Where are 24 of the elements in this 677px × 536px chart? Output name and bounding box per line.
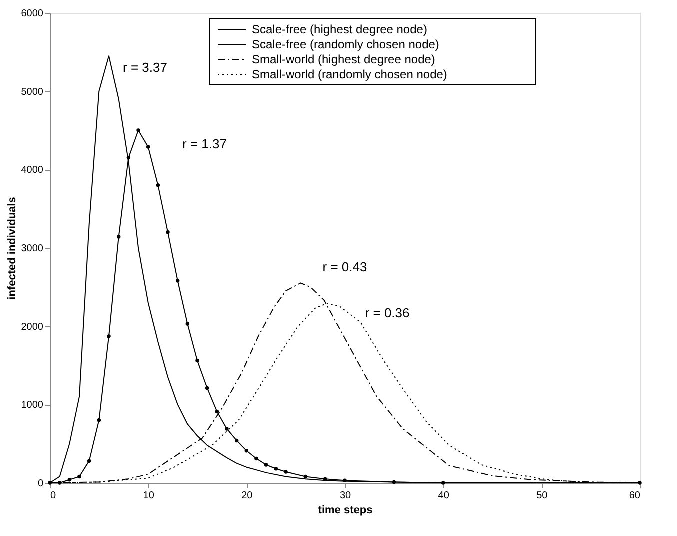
- x-tick-label: 40: [438, 490, 450, 502]
- x-tick-label: 50: [536, 490, 548, 502]
- y-tick-label: 5000: [21, 86, 44, 98]
- y-tick-label: 4000: [21, 165, 44, 176]
- x-tick-label: 10: [143, 490, 155, 502]
- x-tick-label: 60: [629, 490, 641, 502]
- x-tick-label: 0: [50, 490, 56, 502]
- legend-label: Small-world (highest degree node): [252, 52, 436, 66]
- y-tick-label: 3000: [21, 244, 44, 254]
- y-tick-label: 2000: [21, 322, 44, 333]
- annotation: r = 3.37: [123, 60, 168, 76]
- annotation: r = 0.36: [365, 306, 410, 321]
- x-tick-label: 20: [242, 490, 254, 502]
- y-axis-title: infected individuals: [6, 197, 18, 300]
- legend-label: Scale-free (randomly chosen node): [252, 38, 440, 52]
- y-tick-label: 6000: [21, 8, 44, 20]
- annotation: r = 0.43: [322, 259, 368, 274]
- legend-label: Small-world (randomly chosen node): [252, 68, 448, 82]
- y-tick-label: 1000: [21, 400, 44, 412]
- legend-label: Scale-free (highest degree node): [252, 22, 428, 36]
- x-axis-title: time steps: [318, 504, 373, 516]
- y-tick-label: 0: [38, 478, 44, 490]
- annotation: r = 1.37: [182, 136, 227, 152]
- x-tick-label: 30: [340, 490, 352, 502]
